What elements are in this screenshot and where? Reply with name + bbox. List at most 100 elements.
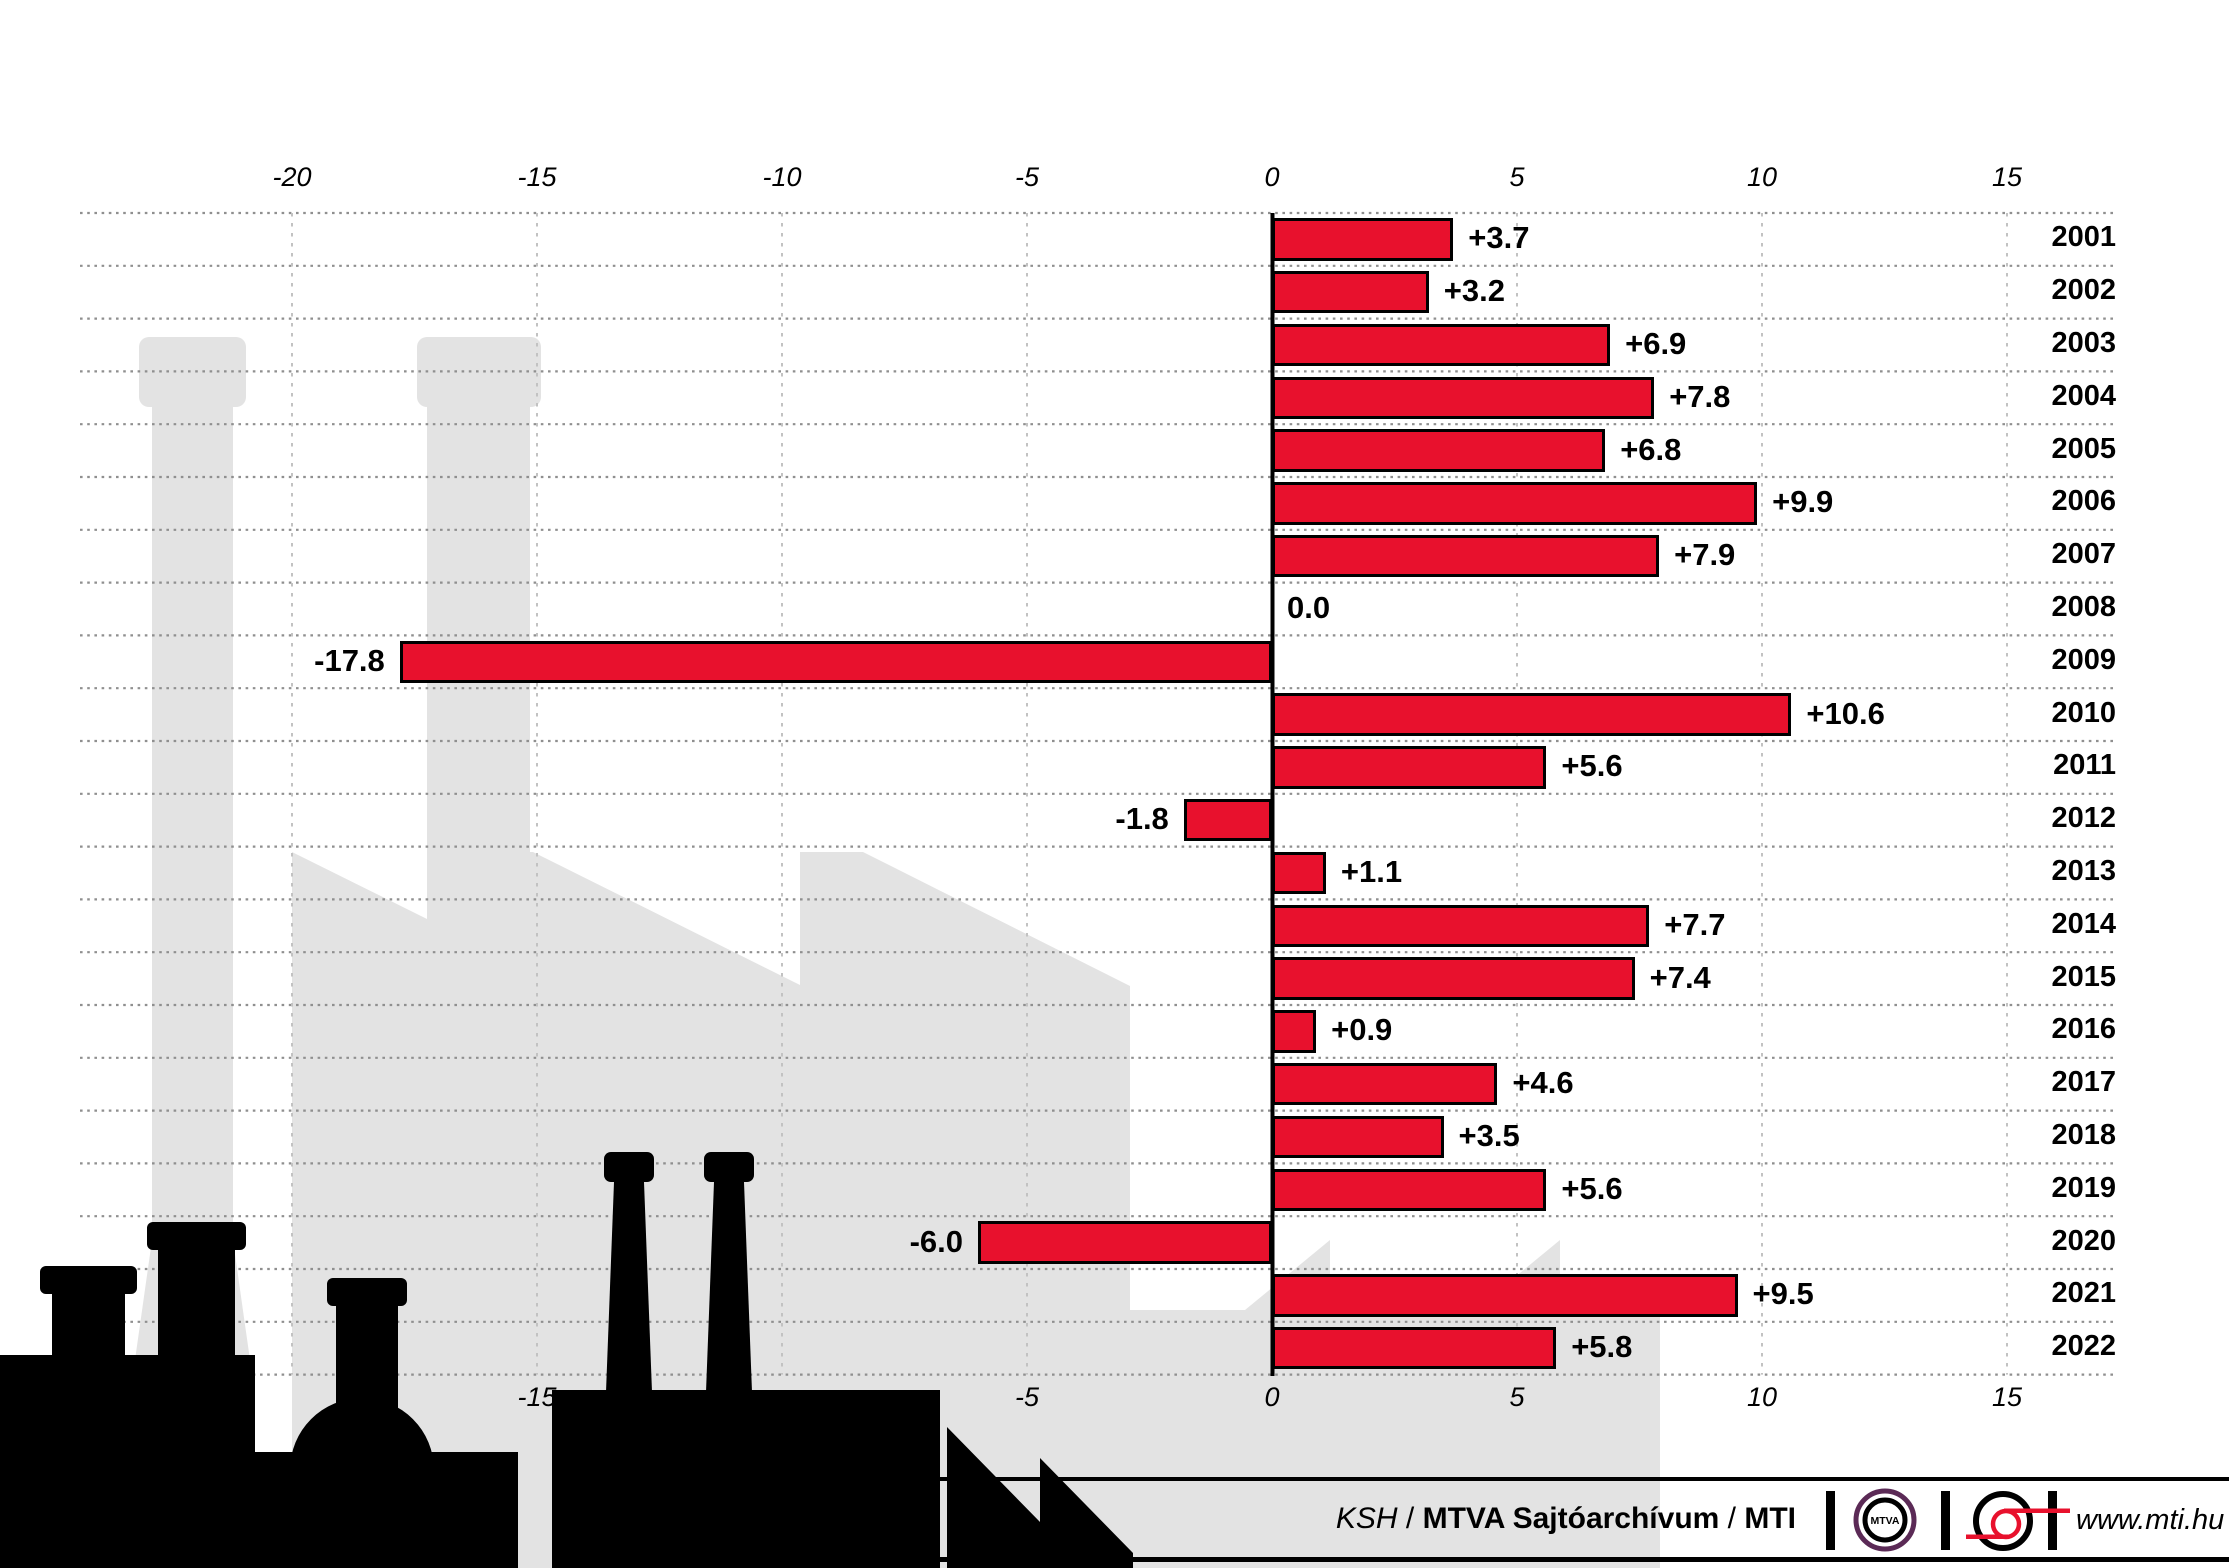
source-credit: KSH / MTVA Sajtóarchívum / MTI <box>1336 1502 1796 1536</box>
bar-2001 <box>1272 218 1454 261</box>
black-base-block <box>0 1355 255 1568</box>
black-chimney-cap <box>147 1222 246 1250</box>
value-label: +5.6 <box>1561 1170 1623 1206</box>
value-label: +10.6 <box>1806 695 1885 731</box>
value-label: +7.4 <box>1649 959 1711 995</box>
year-label: 2014 <box>2051 907 2116 940</box>
mtva-logo-label: MTVA <box>1871 1515 1900 1527</box>
year-label: 2005 <box>2051 432 2116 465</box>
bar-2013 <box>1272 851 1326 895</box>
year-label: 2012 <box>2051 802 2116 835</box>
x-axis-tick-bottom: 0 <box>1264 1382 1280 1412</box>
black-chimney-cap <box>327 1278 407 1306</box>
value-label: +1.1 <box>1340 854 1403 889</box>
year-label: 2020 <box>2051 1224 2116 1257</box>
bar-2011 <box>1272 746 1547 789</box>
credit-part: MTVA Sajtóarchívum <box>1422 1502 1720 1535</box>
black-tall-chimney <box>706 1182 752 1392</box>
value-label: -1.8 <box>1115 801 1169 837</box>
value-label: +3.2 <box>1443 273 1505 309</box>
year-label: 2017 <box>2051 1066 2116 1099</box>
black-tall-chimney-cap <box>604 1152 654 1182</box>
value-label: +6.9 <box>1625 326 1687 361</box>
gray-chimney-cap <box>417 337 541 407</box>
footer-top-rule <box>940 1477 2229 1481</box>
x-axis-tick-bottom: 5 <box>1509 1382 1525 1412</box>
black-main-block <box>552 1390 940 1568</box>
mtva-logo-icon: MTVA <box>1853 1488 1917 1552</box>
credit-part: / <box>1719 1502 1745 1535</box>
credit-part: / <box>1397 1502 1423 1535</box>
footer-separator <box>2048 1491 2057 1550</box>
bar-2021 <box>1272 1274 1738 1317</box>
year-label: 2009 <box>2051 643 2116 676</box>
bar-2022 <box>1272 1326 1557 1370</box>
credit-part: KSH <box>1335 1502 1398 1535</box>
value-label: +3.5 <box>1458 1118 1520 1153</box>
bar-2016 <box>1272 1010 1317 1053</box>
x-axis-tick-top: 5 <box>1509 162 1525 192</box>
x-axis-tick-bottom: 15 <box>1991 1382 2023 1412</box>
year-label: 2006 <box>2051 485 2116 518</box>
bar-2009 <box>399 640 1272 684</box>
value-label: +3.7 <box>1468 220 1530 256</box>
year-label: 2015 <box>2051 960 2116 993</box>
x-axis-tick-top: -5 <box>1014 162 1040 192</box>
year-label: 2008 <box>2051 591 2116 623</box>
bar-2003 <box>1272 323 1611 367</box>
footer-bottom-rule <box>930 1557 2229 1562</box>
year-label: 2001 <box>2051 221 2116 254</box>
year-label: 2002 <box>2051 274 2116 307</box>
value-label: +7.8 <box>1669 378 1731 414</box>
bar-2005 <box>1272 429 1606 472</box>
value-label: +0.9 <box>1331 1012 1393 1048</box>
mti-logo-icon <box>1966 1491 2070 1551</box>
year-label: 2003 <box>2051 327 2116 359</box>
value-label: -6.0 <box>909 1223 963 1259</box>
black-chimney <box>336 1306 398 1446</box>
footer-separator <box>1941 1491 1950 1550</box>
x-axis-tick-bottom: -5 <box>1014 1382 1040 1412</box>
black-sawtooth-roof <box>947 1427 1133 1568</box>
x-axis-tick-top: 10 <box>1746 162 1778 192</box>
black-tall-chimney <box>606 1182 652 1392</box>
x-axis-tick-top: -20 <box>272 162 312 192</box>
x-axis-tick-top: 0 <box>1264 162 1280 192</box>
x-axis-tick-bottom: -15 <box>517 1382 557 1412</box>
bar-2004 <box>1272 376 1655 420</box>
gray-chimney <box>135 407 250 1360</box>
bar-2007 <box>1272 534 1660 578</box>
website-url: www.mti.hu <box>2076 1504 2225 1536</box>
value-label: +5.8 <box>1571 1329 1633 1365</box>
bar-2019 <box>1272 1168 1547 1212</box>
black-tall-chimney-cap <box>704 1152 754 1182</box>
black-chimney-cap <box>40 1266 137 1294</box>
bar-2006 <box>1272 482 1758 525</box>
year-label: 2004 <box>2051 379 2116 412</box>
value-label: +7.7 <box>1664 906 1726 942</box>
value-label: +7.9 <box>1674 537 1736 573</box>
year-label: 2018 <box>2051 1119 2116 1151</box>
year-label: 2007 <box>2051 538 2116 571</box>
bar-2020 <box>978 1221 1272 1264</box>
credit-part: MTI <box>1744 1502 1796 1535</box>
value-label: -17.8 <box>314 642 385 678</box>
year-label: 2022 <box>2051 1330 2116 1363</box>
year-label: 2021 <box>2051 1277 2116 1310</box>
value-label: 0.0 <box>1287 590 1331 625</box>
bar-2015 <box>1272 957 1635 1000</box>
year-label: 2019 <box>2051 1171 2116 1204</box>
black-chimney <box>158 1250 235 1360</box>
value-label: +6.8 <box>1620 431 1682 467</box>
bar-2002 <box>1272 270 1429 314</box>
bar-2010 <box>1272 693 1792 736</box>
footer-separator <box>1826 1491 1835 1550</box>
bar-2018 <box>1272 1115 1444 1159</box>
value-label: +5.6 <box>1561 748 1623 784</box>
year-label: 2011 <box>2053 749 2116 782</box>
year-label: 2013 <box>2051 855 2116 887</box>
bar-2012 <box>1183 798 1272 842</box>
value-label: +9.9 <box>1772 484 1834 520</box>
